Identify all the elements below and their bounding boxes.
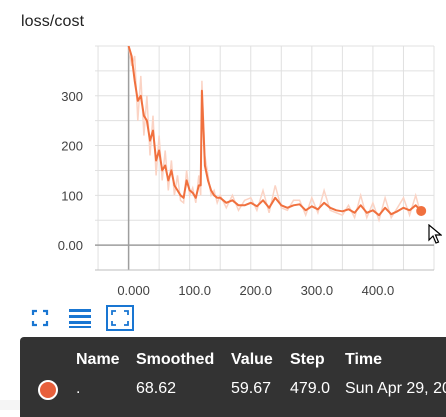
y-tick-label: 100 (61, 188, 83, 203)
x-tick-label: 100.0 (178, 283, 211, 298)
x-tick-label: 400.0 (362, 283, 395, 298)
y-tick-label: 200 (61, 139, 83, 154)
tooltip-row-time: Sun Apr 29, 20 (345, 380, 446, 397)
series-raw-line (127, 46, 422, 223)
tooltip-panel: Name Smoothed Value Step Time . 68.62 59… (20, 337, 446, 417)
x-tick-label: 300.0 (301, 283, 334, 298)
tooltip-row-step: 479.0 (290, 380, 331, 397)
y-tick-label: 0.00 (58, 238, 83, 253)
tooltip-header-name: Name (76, 351, 120, 368)
tooltip-header-time: Time (345, 351, 383, 368)
chart-series (127, 46, 427, 223)
chart-grid (95, 45, 435, 271)
mouse-cursor-icon (428, 223, 443, 249)
tooltip-row-smoothed: 68.62 (136, 380, 177, 397)
loss-chart[interactable]: 0.000 100.0 200.0 300.0 400.0 0.00 100 200 300 (0, 0, 446, 300)
tooltip-header-value: Value (231, 351, 273, 368)
tooltip-header-step: Step (290, 351, 325, 368)
series-last-point (416, 205, 427, 216)
chart-axes (95, 46, 434, 271)
series-color-swatch (38, 380, 58, 400)
x-tick-label: 200.0 (239, 283, 272, 298)
panel-edge (0, 400, 20, 410)
chart-tick-labels: 0.000 100.0 200.0 300.0 400.0 0.00 100 200 300 (58, 89, 395, 298)
series-smoothed-line (127, 46, 422, 217)
tooltip-row-value: 59.67 (231, 380, 272, 397)
tooltip-row-name: . (76, 380, 81, 397)
toggle-log-scale-icon[interactable] (68, 306, 92, 330)
card-title: loss/cost (21, 13, 85, 30)
fit-domain-icon[interactable] (28, 306, 52, 330)
tooltip-header-smoothed: Smoothed (136, 351, 215, 368)
x-tick-label: 0.000 (117, 283, 150, 298)
zoom-selection-icon[interactable] (106, 305, 134, 331)
y-tick-label: 300 (61, 89, 83, 104)
